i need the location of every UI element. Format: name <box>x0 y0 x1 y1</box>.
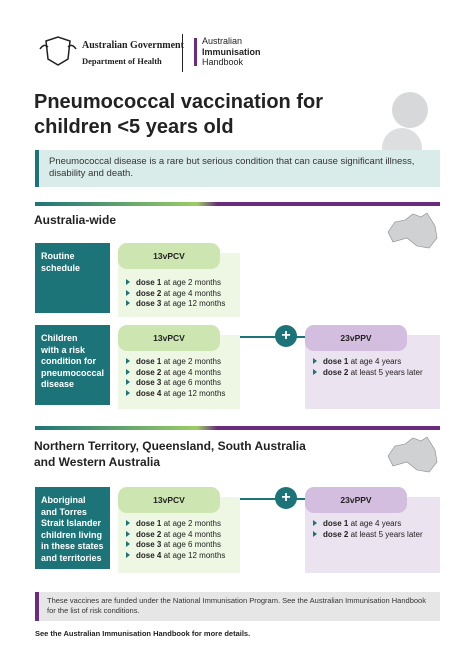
dose-number: dose 1 <box>136 357 162 366</box>
department: Department of Health <box>82 56 162 66</box>
intro-box: Pneumococcal disease is a rare but serio… <box>35 150 440 187</box>
dose-number: dose 3 <box>136 540 162 549</box>
dose-item: dose 4 at age 12 months <box>126 389 232 400</box>
dose-number: dose 1 <box>136 278 162 287</box>
dose-item: dose 2 at least 5 years later <box>313 530 432 541</box>
dose-detail: at age 12 months <box>161 299 226 308</box>
label-line: Children <box>41 333 78 343</box>
divider <box>182 34 183 72</box>
heading-line: and Western Australia <box>34 455 161 469</box>
intro-text: Pneumococcal disease is a rare but serio… <box>49 156 415 179</box>
connector <box>220 336 310 338</box>
dose-detail: at age 4 months <box>161 367 221 377</box>
handbook-line: Handbook <box>202 57 244 67</box>
dose-number: dose 3 <box>136 378 162 387</box>
label-line: condition for <box>41 356 96 366</box>
dose-item: dose 3 at age 6 months <box>126 378 232 389</box>
title-line: Pneumococcal vaccination for <box>34 91 323 113</box>
dose-detail: at age 12 months <box>161 550 226 560</box>
heading-line: Northern Territory, Queensland, South Au… <box>34 439 306 453</box>
map-icon <box>385 436 440 476</box>
dose-detail: at age 12 months <box>161 388 226 398</box>
dose-number: dose 2 <box>136 288 162 298</box>
section-heading: Northern Territory, Queensland, South Au… <box>34 438 306 470</box>
crest <box>39 36 77 66</box>
vaccine-pill: 13vPCV <box>118 487 220 513</box>
label-line: children living <box>41 529 103 540</box>
dose-detail: at age 6 months <box>161 540 221 549</box>
dose-item: dose 1 at age 4 years <box>313 519 432 530</box>
section-rule <box>35 426 440 430</box>
dose-detail: at age 4 months <box>161 529 221 539</box>
row-label: Children with a risk condition for pneumoco… <box>35 325 110 405</box>
handbook-bar <box>194 38 197 66</box>
dose-detail: at age 4 years <box>348 519 402 528</box>
dose-detail: at age 2 months <box>161 357 221 366</box>
label-line: pneumococcal <box>41 367 105 378</box>
vaccine-pill: 23vPPV <box>305 325 407 351</box>
handbook-line: Australian <box>202 36 243 46</box>
dose-number: dose 4 <box>136 550 162 560</box>
dose-detail: at age 4 years <box>348 357 402 366</box>
section-rule <box>35 202 440 206</box>
dose-item: dose 2 at age 4 months <box>126 530 232 541</box>
dose-number: dose 2 <box>323 529 349 539</box>
vaccine-pill: 13vPCV <box>118 325 220 351</box>
dose-detail: at least 5 years later <box>348 529 423 539</box>
connector <box>220 498 310 500</box>
dose-number: dose 3 <box>136 299 162 308</box>
row-label: Aboriginal and Torres Strait Islander child… <box>35 487 110 569</box>
title-line: children <5 years old <box>34 116 234 138</box>
gov-name: Australian Government <box>82 40 184 51</box>
dose-number: dose 1 <box>136 519 162 528</box>
plus-icon: + <box>275 487 297 509</box>
heading-line: Australia-wide <box>34 213 117 227</box>
dose-number: dose 1 <box>323 357 349 366</box>
dose-item: dose 3 at age 12 months <box>126 299 232 310</box>
title: Pneumococcal vaccination for children <5… <box>34 90 323 140</box>
dose-item: dose 1 at age 2 months <box>126 278 232 289</box>
label-line: Routine <box>41 251 75 261</box>
dose-item: dose 2 at age 4 months <box>126 289 232 300</box>
dose-detail: at age 2 months <box>161 278 221 287</box>
section-heading: Australia-wide <box>34 212 116 228</box>
handbook-name: Australian Immunisation Handbook <box>202 36 261 68</box>
dose-item: dose 1 at age 4 years <box>313 357 432 368</box>
dose-item: dose 1 at age 2 months <box>126 519 232 530</box>
dose-item: dose 3 at age 6 months <box>126 540 232 551</box>
dose-detail: at least 5 years later <box>348 367 423 377</box>
dose-number: dose 4 <box>136 388 162 398</box>
vaccine-pill: 23vPPV <box>305 487 407 513</box>
footnote-box: These vaccines are funded under the Nati… <box>35 592 440 621</box>
footnote: These vaccines are funded under the Nati… <box>47 596 426 615</box>
dose-item: dose 4 at age 12 months <box>126 551 232 562</box>
dose-number: dose 2 <box>136 367 162 377</box>
label-line: and Torres <box>41 506 87 517</box>
label-line: with a risk <box>41 344 86 355</box>
vaccine-pill: 13vPCV <box>118 243 220 269</box>
label-line: Strait Islander <box>41 518 102 528</box>
plus-icon: + <box>275 325 297 347</box>
label-line: disease <box>41 379 75 389</box>
dose-item: dose 1 at age 2 months <box>126 357 232 368</box>
handbook-line: Immunisation <box>202 46 261 57</box>
label-line: schedule <box>41 262 81 273</box>
label-line: in these states <box>41 541 104 551</box>
dose-detail: at age 2 months <box>161 519 221 528</box>
dose-detail: at age 6 months <box>161 378 221 387</box>
label-line: Aboriginal <box>41 495 86 505</box>
footer: See the Australian Immunisation Handbook… <box>35 629 251 638</box>
label-line: and territories <box>41 552 102 563</box>
row-label: Routine schedule <box>35 243 110 313</box>
dose-number: dose 1 <box>323 519 349 528</box>
dose-detail: at age 4 months <box>161 288 221 298</box>
dose-item: dose 2 at least 5 years later <box>313 368 432 379</box>
dose-number: dose 2 <box>136 529 162 539</box>
dose-number: dose 2 <box>323 367 349 377</box>
map-icon <box>385 212 440 252</box>
dose-item: dose 2 at age 4 months <box>126 368 232 379</box>
